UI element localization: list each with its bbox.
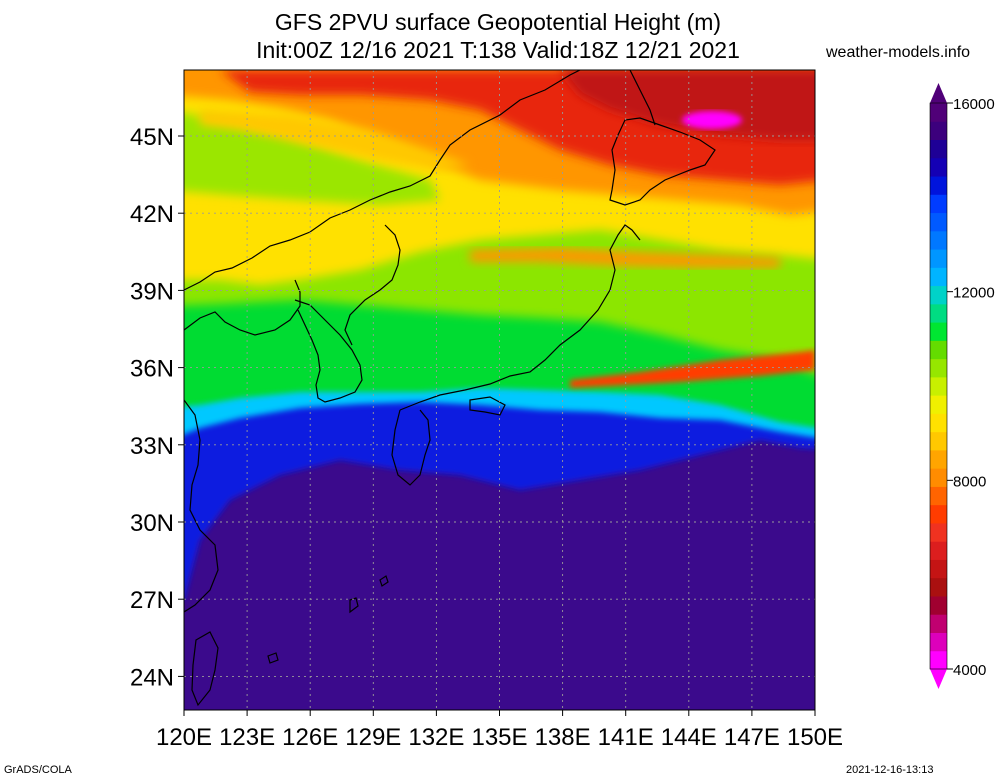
field-yellow-streak (200, 110, 470, 170)
lat-tick-label: 24N (130, 664, 174, 691)
colorbar-swatch (930, 249, 947, 268)
colorbar-swatch (930, 559, 947, 579)
colorbar-swatch (930, 194, 947, 214)
coastlines (184, 70, 716, 707)
colorbar-swatch (930, 157, 947, 177)
colorbar-swatch (930, 541, 947, 560)
colorbar-swatch (930, 322, 947, 341)
colorbar-swatch (930, 267, 947, 287)
lat-tick-label: 42N (130, 201, 174, 228)
colorbar-frame (929, 102, 948, 670)
lat-tick-label: 39N (130, 278, 174, 305)
latitude-axis: 45N 42N 39N 36N 33N 30N 27N 24N (130, 124, 184, 691)
colorbar-label: 4000 (953, 662, 986, 679)
credit-text: weather-models.info (826, 44, 971, 61)
colorbar-swatch (930, 212, 947, 232)
lon-tick-label: 141E (598, 724, 654, 751)
colorbar-swatch (930, 176, 947, 195)
lat-tick-label: 45N (130, 124, 174, 151)
colorbar-swatch (930, 504, 947, 524)
colorbar-swatch (930, 413, 947, 433)
colorbar-swatch (930, 121, 947, 141)
lon-tick-label: 120E (156, 724, 212, 751)
field-green-tongue (184, 112, 440, 205)
lon-tick-label: 123E (219, 724, 275, 751)
lon-tick-label: 138E (535, 724, 591, 751)
lat-tick-label: 30N (130, 510, 174, 537)
lat-tick-label: 27N (130, 587, 174, 614)
field-darkred (560, 70, 815, 140)
colorbar-swatch (930, 577, 947, 597)
colorbar-swatch (930, 395, 947, 414)
gridlines (184, 70, 815, 710)
colorbar-swatch (930, 358, 947, 378)
colorbar-label: 16000 (953, 96, 995, 113)
colorbar-swatch (930, 650, 947, 670)
field-magenta (682, 111, 742, 129)
lon-tick-label: 147E (724, 724, 780, 751)
lon-tick-label: 126E (282, 724, 338, 751)
colorbar-swatch (930, 595, 947, 615)
colorbar-swatch (930, 139, 947, 159)
footer-software: GrADS/COLA (4, 764, 72, 776)
longitude-axis: 120E 123E 126E 129E 132E 135E 138E 141E 144E 147E… (156, 710, 843, 751)
colorbar-swatch (930, 376, 947, 396)
lon-tick-label: 132E (408, 724, 464, 751)
lon-tick-label: 135E (471, 724, 527, 751)
colorbar-label: 8000 (953, 473, 986, 490)
lon-tick-label: 150E (787, 724, 843, 751)
colorbar-swatch (930, 230, 947, 250)
colorbar-swatch (930, 285, 947, 305)
colorbar-max-arrow (930, 83, 947, 103)
colorbar-swatch (930, 303, 947, 323)
colorbar-min-arrow (930, 669, 947, 689)
map-subtitle: Init:00Z 12/16 2021 T:138 Valid:18Z 12/2… (256, 37, 740, 63)
colorbar-swatch (930, 522, 947, 542)
footer-timestamp: 2021-12-16-13:13 (846, 764, 934, 776)
colorbar-swatch (930, 103, 947, 122)
colorbar-labels: 16000 12000 8000 4000 (947, 96, 995, 679)
field-orange-streak (470, 248, 780, 268)
map-title: GFS 2PVU surface Geopotential Height (m) (274, 9, 722, 35)
colorbar-swatch (930, 468, 947, 487)
colorbar (929, 83, 948, 689)
colorbar-swatch (930, 431, 947, 451)
field-red-streak (570, 350, 815, 388)
colorbar-swatch (930, 632, 947, 652)
colorbar-swatch (930, 486, 947, 506)
lon-tick-label: 129E (345, 724, 401, 751)
lon-tick-label: 144E (661, 724, 717, 751)
lat-tick-label: 33N (130, 433, 174, 460)
height-field (184, 70, 815, 710)
lat-tick-label: 36N (130, 356, 174, 383)
colorbar-swatch (930, 449, 947, 469)
colorbar-label: 12000 (953, 285, 995, 302)
colorbar-swatch (930, 340, 947, 360)
colorbar-swatch (930, 614, 947, 633)
